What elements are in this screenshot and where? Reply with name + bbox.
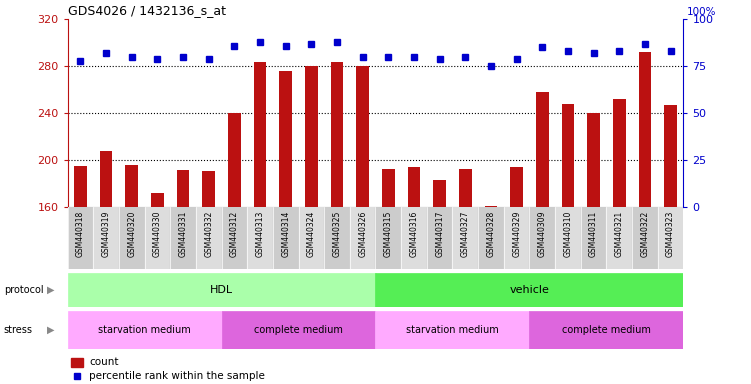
Bar: [299, 207, 324, 269]
Text: GSM440312: GSM440312: [230, 210, 239, 257]
Bar: [68, 207, 93, 269]
Text: GSM440325: GSM440325: [333, 210, 342, 257]
Bar: [638, 52, 651, 207]
Bar: [510, 167, 523, 207]
Bar: [376, 207, 401, 269]
Bar: [562, 104, 575, 207]
Bar: [587, 113, 600, 207]
Text: stress: stress: [4, 325, 33, 335]
Bar: [196, 207, 222, 269]
Text: GSM440330: GSM440330: [153, 210, 162, 257]
Bar: [119, 207, 144, 269]
Bar: [71, 358, 83, 367]
Text: GSM440332: GSM440332: [204, 210, 213, 257]
Text: GSM440309: GSM440309: [538, 210, 547, 257]
Bar: [382, 169, 395, 207]
Bar: [144, 207, 170, 269]
Text: complete medium: complete medium: [254, 325, 343, 335]
Bar: [202, 171, 215, 207]
Bar: [254, 61, 267, 207]
Text: GSM440311: GSM440311: [589, 210, 598, 257]
Bar: [504, 207, 529, 269]
Text: GSM440323: GSM440323: [666, 210, 675, 257]
Bar: [68, 273, 376, 307]
Bar: [658, 207, 683, 269]
Bar: [376, 311, 529, 349]
Text: complete medium: complete medium: [562, 325, 651, 335]
Bar: [401, 207, 427, 269]
Bar: [170, 207, 196, 269]
Bar: [222, 207, 247, 269]
Text: GSM440328: GSM440328: [487, 210, 496, 257]
Text: GSM440326: GSM440326: [358, 210, 367, 257]
Text: 100%: 100%: [686, 7, 716, 17]
Text: GSM440331: GSM440331: [179, 210, 188, 257]
Text: GSM440324: GSM440324: [307, 210, 316, 257]
Text: GSM440329: GSM440329: [512, 210, 521, 257]
Bar: [100, 151, 113, 207]
Bar: [74, 166, 87, 207]
Text: GSM440327: GSM440327: [461, 210, 470, 257]
Bar: [324, 207, 350, 269]
Bar: [478, 207, 504, 269]
Text: GSM440316: GSM440316: [409, 210, 418, 257]
Text: starvation medium: starvation medium: [98, 325, 191, 335]
Bar: [376, 273, 683, 307]
Text: GSM440310: GSM440310: [563, 210, 572, 257]
Bar: [408, 167, 421, 207]
Bar: [484, 206, 497, 207]
Bar: [68, 311, 222, 349]
Text: percentile rank within the sample: percentile rank within the sample: [89, 371, 265, 381]
Bar: [93, 207, 119, 269]
Bar: [555, 207, 581, 269]
Bar: [356, 66, 369, 207]
Bar: [125, 165, 138, 207]
Bar: [305, 66, 318, 207]
Bar: [350, 207, 376, 269]
Bar: [176, 170, 189, 207]
Text: GSM440317: GSM440317: [435, 210, 444, 257]
Bar: [452, 207, 478, 269]
Text: GSM440318: GSM440318: [76, 210, 85, 257]
Text: ▶: ▶: [47, 325, 55, 335]
Text: GSM440320: GSM440320: [127, 210, 136, 257]
Bar: [581, 207, 607, 269]
Bar: [222, 311, 376, 349]
Bar: [529, 207, 555, 269]
Bar: [613, 99, 626, 207]
Bar: [330, 61, 343, 207]
Text: ▶: ▶: [47, 285, 55, 295]
Bar: [228, 113, 241, 207]
Bar: [433, 180, 446, 207]
Text: starvation medium: starvation medium: [406, 325, 499, 335]
Text: GSM440313: GSM440313: [255, 210, 264, 257]
Bar: [664, 105, 677, 207]
Text: GSM440314: GSM440314: [281, 210, 290, 257]
Bar: [427, 207, 452, 269]
Text: GSM440319: GSM440319: [101, 210, 110, 257]
Bar: [459, 169, 472, 207]
Text: GSM440321: GSM440321: [615, 210, 624, 257]
Text: GSM440315: GSM440315: [384, 210, 393, 257]
Text: GDS4026 / 1432136_s_at: GDS4026 / 1432136_s_at: [68, 3, 225, 17]
Text: protocol: protocol: [4, 285, 44, 295]
Bar: [273, 207, 298, 269]
Text: HDL: HDL: [210, 285, 233, 295]
Text: count: count: [89, 358, 119, 367]
Bar: [247, 207, 273, 269]
Bar: [632, 207, 658, 269]
Bar: [529, 311, 683, 349]
Bar: [279, 71, 292, 207]
Bar: [606, 207, 632, 269]
Bar: [151, 193, 164, 207]
Text: GSM440322: GSM440322: [641, 210, 650, 257]
Bar: [536, 92, 549, 207]
Text: vehicle: vehicle: [509, 285, 550, 295]
